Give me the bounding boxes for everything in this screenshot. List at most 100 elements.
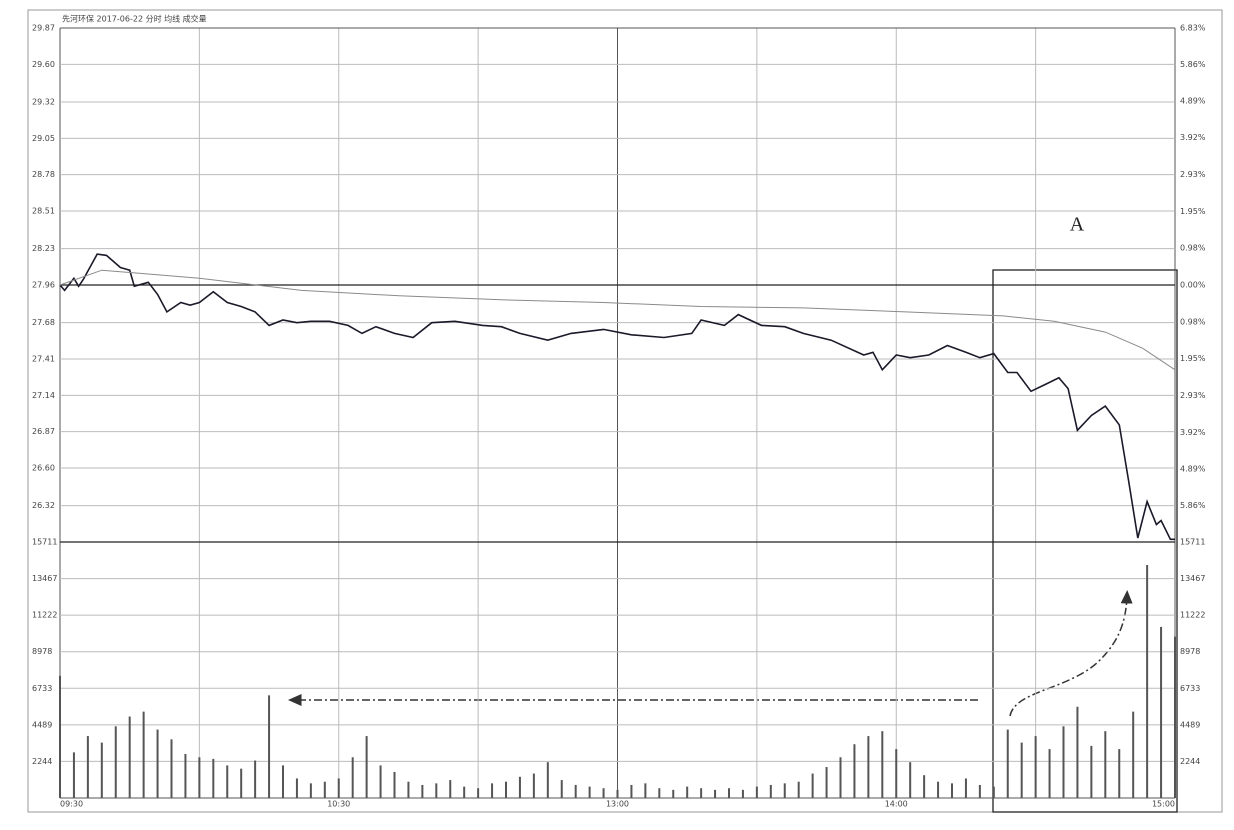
- y-tick-label: 6733: [32, 684, 52, 693]
- volume-bar: [700, 788, 703, 798]
- volume-bar: [1118, 749, 1121, 798]
- volume-bar: [644, 783, 647, 798]
- volume-bar: [1132, 711, 1135, 798]
- y-tick-label: 13467: [32, 574, 57, 583]
- volume-bar: [184, 754, 187, 798]
- y2-tick-label: 2244: [1180, 757, 1200, 766]
- volume-bar: [268, 695, 271, 798]
- volume-bar: [672, 789, 675, 798]
- volume-bar: [1174, 636, 1176, 798]
- volume-bar: [407, 781, 410, 798]
- y-tick-label: 27.14: [32, 391, 55, 400]
- y-tick-label: 2244: [32, 757, 52, 766]
- y-tick-label: 11222: [32, 611, 57, 620]
- volume-bar: [518, 776, 521, 798]
- price-line: [59, 269, 1176, 371]
- y-tick-label: 28.78: [32, 170, 55, 179]
- volume-bar: [811, 773, 814, 798]
- volume-bar: [895, 749, 898, 798]
- volume-bar: [351, 757, 354, 798]
- volume-bar: [1104, 731, 1107, 798]
- volume-bar: [937, 781, 940, 798]
- volume-bar: [630, 784, 633, 798]
- volume-bar: [769, 784, 772, 798]
- y2-tick-label: 5.86%: [1180, 501, 1206, 510]
- volume-bar: [226, 765, 229, 798]
- y-tick-label: 29.32: [32, 98, 55, 107]
- y2-tick-label: 4.89%: [1180, 465, 1206, 474]
- volume-bar: [421, 784, 424, 798]
- y2-tick-label: 6.83%: [1180, 24, 1206, 33]
- y2-tick-label: 3.92%: [1180, 133, 1206, 142]
- volume-bar: [491, 783, 494, 798]
- x-tick-label: 13:00: [606, 800, 629, 809]
- volume-bar: [964, 778, 967, 798]
- volume-bar: [602, 788, 605, 798]
- volume-bar: [1062, 726, 1065, 798]
- volume-bar: [435, 783, 438, 798]
- volume-bar: [1020, 742, 1023, 798]
- volume-bar: [853, 744, 856, 798]
- volume-bar: [477, 788, 480, 798]
- volume-bar: [588, 786, 591, 798]
- plot: 29.87 29.60 29.32 29.05 28.78 28.51 28.23 27.96…: [32, 24, 1206, 809]
- volume-bar: [881, 731, 884, 798]
- volume-bar: [658, 788, 661, 798]
- y2-tick-label: 4.89%: [1180, 96, 1206, 105]
- volume-bar: [86, 736, 89, 798]
- volume-bar: [951, 783, 953, 798]
- volume-bar: [72, 752, 75, 798]
- volume-bar: [323, 781, 326, 798]
- volume-bar: [797, 781, 800, 798]
- x-tick-label: 15:00: [1152, 800, 1175, 809]
- chart-title: 先河环保 2017-06-22 分时 均线 成交量: [62, 14, 207, 24]
- y2-tick-label: 8978: [1180, 647, 1200, 656]
- volume-bar: [1090, 745, 1093, 798]
- y2-tick-label: 2.93%: [1180, 170, 1206, 179]
- x-tick-label: 10:30: [327, 800, 350, 809]
- x-tick-label: 09:30: [60, 800, 83, 809]
- volume-bar: [1160, 626, 1163, 798]
- volume-bar: [449, 780, 452, 798]
- y-tick-label: 26.60: [32, 463, 55, 472]
- y2-tick-label: 0.98%: [1180, 244, 1206, 253]
- volume-bar: [909, 762, 912, 798]
- volume-bar: [59, 675, 61, 798]
- y2-tick-label: 0.00%: [1180, 281, 1206, 290]
- volume-bar: [1034, 736, 1037, 798]
- volume-bar: [741, 789, 744, 798]
- volume-bar: [393, 771, 396, 798]
- volume-bar: [365, 736, 368, 798]
- volume-bar: [1006, 729, 1009, 798]
- y-tick-label: 29.60: [32, 60, 55, 69]
- volume-bar: [686, 786, 689, 798]
- y-tick-label: 27.41: [32, 355, 55, 364]
- y-tick-label: 15711: [32, 538, 57, 547]
- volume-bar: [309, 783, 312, 798]
- volume-bar: [714, 789, 717, 798]
- volume-bar: [198, 757, 201, 798]
- y2-tick-label: 3.92%: [1180, 428, 1206, 437]
- volume-bar: [282, 765, 284, 798]
- y2-tick-label: 1.95%: [1180, 207, 1206, 216]
- volume-bar: [616, 789, 619, 798]
- y-tick-label: 8978: [32, 647, 52, 656]
- y2-tick-label: 5.86%: [1180, 60, 1206, 69]
- volume-bar: [128, 716, 131, 798]
- volume-bar: [1146, 564, 1149, 798]
- volume-bar: [546, 762, 549, 798]
- volume-bar: [992, 786, 995, 798]
- y-tick-label: 28.23: [32, 244, 55, 253]
- x-tick-label: 14:00: [885, 800, 908, 809]
- y-tick-label: 4489: [32, 720, 52, 729]
- frame: [27, 9, 1223, 813]
- price-line: [59, 253, 1175, 541]
- y-tick-label: 26.32: [32, 501, 55, 510]
- volume-bar: [1076, 706, 1079, 798]
- volume-bar: [142, 711, 145, 798]
- volume-bar: [463, 786, 466, 798]
- volume-bar: [240, 768, 243, 798]
- y2-tick-label: 6733: [1180, 684, 1200, 693]
- y2-tick-label: 15711: [1180, 538, 1205, 547]
